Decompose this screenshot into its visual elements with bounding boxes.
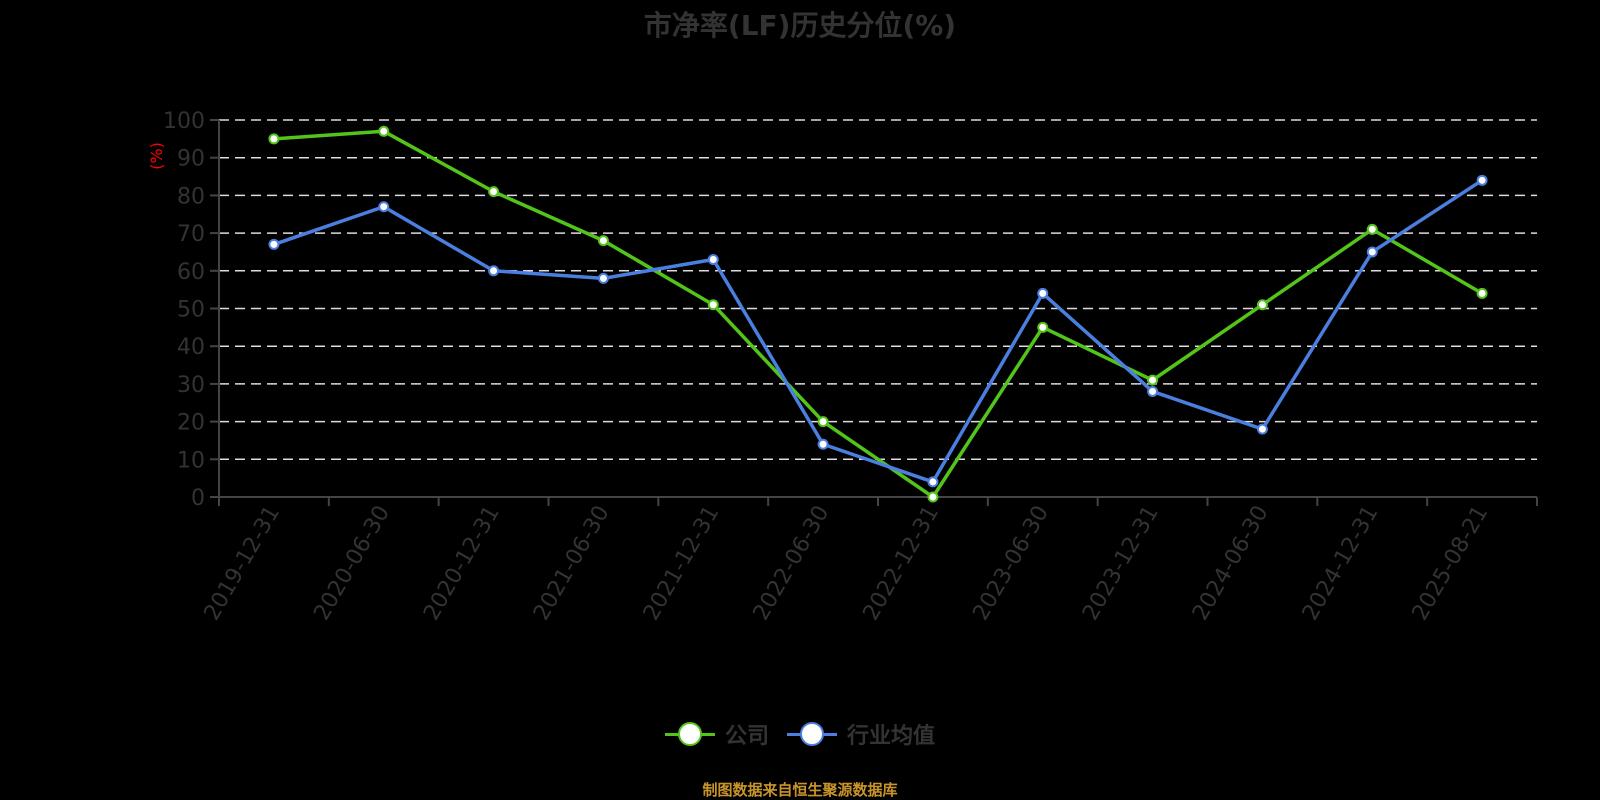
data-point[interactable] (1147, 385, 1159, 397)
y-tick-label: 0 (191, 486, 205, 511)
legend-line-marker-icon (664, 721, 715, 747)
y-tick-label: 30 (177, 373, 205, 398)
x-tick-label: 2021-12-31 (639, 502, 725, 625)
y-tick-label: 90 (177, 147, 205, 172)
data-point[interactable] (927, 491, 939, 503)
y-tick-label: 80 (177, 184, 205, 209)
data-point[interactable] (378, 201, 390, 213)
y-tick-label: 60 (177, 260, 205, 285)
data-point[interactable] (817, 438, 829, 450)
y-tick-label: 20 (177, 411, 205, 436)
data-point[interactable] (1476, 287, 1488, 299)
source-note: 制图数据来自恒生聚源数据库 (702, 781, 898, 799)
data-point[interactable] (1366, 246, 1378, 258)
data-point[interactable] (707, 253, 719, 265)
x-tick-label: 2022-06-30 (749, 502, 835, 625)
data-point[interactable] (1037, 287, 1049, 299)
data-point[interactable] (268, 238, 280, 250)
data-point[interactable] (378, 125, 390, 137)
legend-line-marker-icon (787, 721, 837, 747)
y-tick-label: 70 (177, 222, 205, 247)
data-point[interactable] (817, 416, 829, 428)
y-tick-label: 40 (177, 335, 205, 360)
data-point[interactable] (927, 476, 939, 488)
x-tick-label: 2020-06-30 (309, 502, 395, 625)
x-tick-label: 2025-08-21 (1408, 502, 1494, 625)
x-tick-label: 2023-12-31 (1078, 502, 1164, 625)
x-tick-label: 2020-12-31 (419, 502, 505, 625)
legend-label: 行业均值 (847, 724, 936, 749)
data-point[interactable] (597, 272, 609, 284)
data-point[interactable] (268, 133, 280, 145)
y-tick-label: 50 (177, 298, 205, 323)
chart-title: 市净率(LF)历史分位(%) (643, 9, 957, 42)
legend: 公司 行业均值 (0, 718, 1600, 750)
x-tick-label: 2023-06-30 (968, 502, 1054, 625)
data-point[interactable] (488, 186, 500, 198)
x-tick-label: 2021-06-30 (529, 502, 615, 625)
legend-item-company[interactable]: 公司 (664, 718, 769, 750)
x-tick-label: 2022-12-31 (859, 502, 945, 625)
series-line-industry-average (273, 178, 1484, 484)
legend-label: 公司 (724, 724, 769, 749)
legend-item-industry-average[interactable]: 行业均值 (787, 718, 935, 750)
y-tick-label: 10 (177, 448, 205, 473)
x-tick-label: 2019-12-31 (200, 502, 286, 625)
data-point[interactable] (1256, 299, 1268, 311)
data-point[interactable] (1147, 374, 1159, 386)
data-point[interactable] (707, 299, 719, 311)
data-point[interactable] (597, 235, 609, 247)
data-point[interactable] (1256, 423, 1268, 435)
series-line-company (273, 129, 1483, 499)
x-tick-label: 2024-06-30 (1188, 502, 1274, 625)
data-point[interactable] (1476, 174, 1488, 186)
data-point[interactable] (488, 265, 500, 277)
data-point[interactable] (1037, 321, 1049, 333)
y-axis-label: (%) (147, 142, 166, 170)
data-point[interactable] (1366, 223, 1378, 235)
x-tick-label: 2024-12-31 (1298, 502, 1384, 625)
y-tick-label: 100 (163, 109, 205, 134)
